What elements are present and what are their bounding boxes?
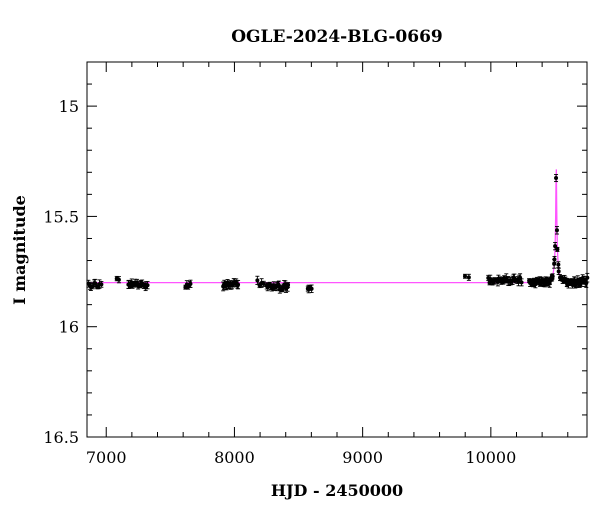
data-point [259, 278, 264, 288]
tick-labels: 7000 8000 9000 10000 15 15.5 16 16.5 [43, 97, 516, 467]
y-tick-label: 16.5 [43, 428, 79, 447]
y-tick-label: 15 [59, 97, 79, 116]
point-marker [550, 274, 555, 279]
point-marker [99, 282, 104, 287]
data-points-layer [86, 174, 590, 294]
data-point [554, 174, 559, 183]
point-marker [554, 176, 559, 181]
data-point [554, 226, 559, 235]
point-marker [552, 261, 557, 266]
data-point [555, 246, 560, 252]
chart-title: OGLE-2024-BLG-0669 [231, 27, 443, 47]
data-point [145, 281, 150, 290]
y-axis-label: I magnitude [10, 195, 29, 305]
data-point [99, 280, 104, 288]
data-point [309, 284, 314, 294]
data-point [519, 278, 524, 287]
point-marker [255, 278, 260, 283]
point-marker [555, 247, 560, 252]
data-point [261, 280, 266, 287]
point-marker [556, 269, 561, 274]
plot-area [86, 169, 590, 294]
data-point [116, 276, 121, 284]
model-layer [87, 169, 587, 284]
point-marker [554, 228, 559, 233]
y-tick-label: 15.5 [43, 207, 79, 226]
point-marker [466, 275, 471, 280]
x-tick-label: 10000 [465, 448, 516, 467]
point-marker [462, 274, 467, 279]
point-marker [556, 262, 561, 267]
data-point [188, 279, 193, 288]
point-marker [309, 286, 314, 291]
x-tick-label: 8000 [214, 448, 255, 467]
point-marker [236, 282, 241, 287]
data-point [556, 261, 561, 269]
data-point [462, 273, 467, 279]
point-marker [519, 280, 524, 285]
point-marker [116, 277, 121, 282]
x-axis-label: HJD - 2450000 [271, 481, 403, 500]
point-marker [145, 283, 150, 288]
data-point [286, 282, 291, 288]
x-tick-label: 7000 [86, 448, 127, 467]
y-tick-label: 16 [59, 318, 79, 337]
plot-frame [86, 61, 588, 438]
point-marker [286, 282, 291, 287]
model-curve [87, 169, 587, 284]
data-point [550, 273, 555, 280]
data-point [552, 255, 557, 263]
axis-ticks [87, 61, 587, 438]
data-point [466, 273, 471, 281]
data-point [236, 279, 241, 290]
point-marker [188, 281, 193, 286]
point-marker [529, 278, 534, 283]
x-tick-label: 9000 [342, 448, 383, 467]
point-marker [552, 257, 557, 262]
